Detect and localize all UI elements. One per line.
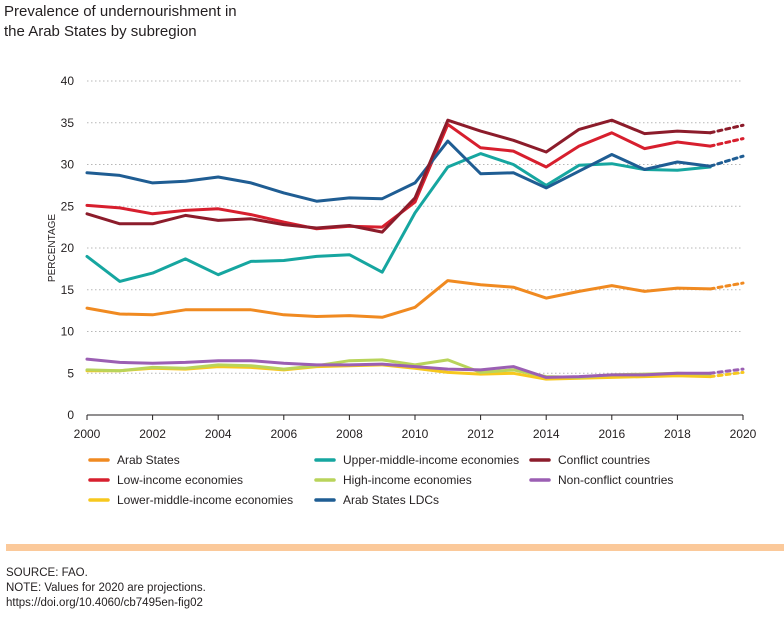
y-tick-label: 20 [61, 241, 75, 255]
legend-label: Upper-middle-income economies [343, 453, 519, 467]
x-tick-label: 2004 [205, 427, 232, 441]
y-axis-label: PERCENTAGE [47, 214, 58, 282]
series-non-conflict-countries [85, 357, 745, 379]
legend-item-non-conflict-countries: Non-conflict countries [529, 473, 673, 487]
series-arab-states-ldcs [85, 139, 745, 203]
y-tick-label: 35 [61, 116, 75, 130]
legend-item-arab-states-ldcs: Arab States LDCs [314, 493, 439, 507]
legend-item-lower-middle-income-economies: Lower-middle-income economies [88, 493, 293, 507]
series-line-non-conflict-countries [85, 357, 712, 379]
legend-label: Arab States [117, 453, 180, 467]
chart-title-line-1: Prevalence of undernourishment in [4, 3, 237, 20]
series-conflict-countries [85, 118, 745, 234]
legend-item-low-income-economies: Low-income economies [88, 473, 243, 487]
series-line-upper-middle-income-economies [85, 152, 712, 283]
x-tick-label: 2016 [598, 427, 625, 441]
doi-text: https://doi.org/10.4060/cb7495en-fig02 [6, 597, 203, 609]
legend-label: High-income economies [343, 473, 472, 487]
chart-title: Prevalence of undernourishment in the Ar… [4, 2, 237, 42]
projection-line-low-income-economies [708, 137, 745, 148]
source-divider-bar [6, 544, 784, 551]
projection-line-arab-states-ldcs [708, 154, 745, 168]
legend-label: Lower-middle-income economies [117, 493, 293, 507]
x-tick-label: 2002 [139, 427, 166, 441]
series-arab-states [85, 279, 745, 319]
legend-item-upper-middle-income-economies: Upper-middle-income economies [314, 453, 519, 467]
series-line-arab-states-ldcs [85, 139, 712, 203]
chart-title-line-2: the Arab States by subregion [4, 23, 197, 40]
series-lines [85, 118, 745, 381]
projection-line-lower-middle-income-economies [708, 370, 745, 379]
x-axis-ticks: 2000 2002 2004 2006 2008 2010 2012 2014 2016 2018… [74, 415, 757, 441]
y-tick-label: 30 [61, 158, 75, 172]
series-upper-middle-income-economies [85, 152, 712, 283]
y-tick-label: 40 [61, 74, 75, 88]
legend-label: Arab States LDCs [343, 493, 439, 507]
x-tick-label: 2018 [664, 427, 691, 441]
y-tick-label: 0 [67, 408, 74, 422]
x-tick-label: 2014 [533, 427, 560, 441]
y-axis-ticks: 0 5 10 15 20 25 30 35 40 [61, 74, 75, 422]
x-tick-label: 2008 [336, 427, 363, 441]
legend-item-arab-states: Arab States [88, 453, 180, 467]
projection-line-non-conflict-countries [708, 367, 745, 375]
x-tick-label: 2020 [730, 427, 757, 441]
series-line-conflict-countries [85, 118, 712, 234]
legend-item-conflict-countries: Conflict countries [529, 453, 650, 467]
legend-item-high-income-economies: High-income economies [314, 473, 472, 487]
y-tick-label: 25 [61, 199, 75, 213]
y-tick-label: 5 [67, 366, 74, 380]
legend-label: Conflict countries [558, 453, 650, 467]
y-tick-label: 15 [61, 283, 75, 297]
x-tick-label: 2006 [270, 427, 297, 441]
legend-label: Low-income economies [117, 473, 243, 487]
y-tick-label: 10 [61, 325, 75, 339]
x-tick-label: 2010 [402, 427, 429, 441]
legend-label: Non-conflict countries [558, 473, 673, 487]
series-line-arab-states [85, 279, 712, 319]
note-text: NOTE: Values for 2020 are projections. [6, 582, 206, 594]
projection-line-arab-states [708, 281, 745, 291]
x-tick-label: 2012 [467, 427, 494, 441]
x-tick-label: 2000 [74, 427, 101, 441]
legend: Arab States Upper-middle-income economies… [88, 453, 673, 507]
footer: SOURCE: FAO. NOTE: Values for 2020 are p… [6, 566, 206, 611]
projection-line-conflict-countries [708, 123, 745, 135]
grid [87, 80, 743, 374]
source-text: SOURCE: FAO. [6, 567, 88, 579]
line-chart: 0 5 10 15 20 25 30 35 40 2000 2002 2004 2006 2008 201… [47, 74, 757, 507]
